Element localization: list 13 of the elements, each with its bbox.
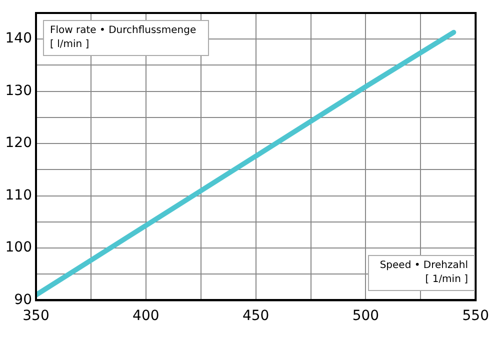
x-tick-label: 550 [462, 308, 490, 324]
y-tick-label: 120 [5, 135, 32, 152]
x-tick-label: 400 [132, 308, 160, 324]
x-tick-label: 350 [22, 308, 50, 324]
caption-box: Flow rate • Durchflussmenge [ l/min ] [43, 20, 209, 56]
x-tick-label: 500 [352, 308, 380, 324]
y-tick-label: 130 [5, 82, 32, 99]
y-tick-label: 140 [5, 30, 32, 47]
y-tick-label: 110 [5, 187, 32, 204]
caption-box: Speed • Drehzahl [ 1/min ] [368, 255, 475, 291]
y-tick-label: 100 [5, 240, 32, 256]
x-tick-label: 450 [242, 308, 270, 324]
y-tick-label: 90 [14, 292, 32, 308]
